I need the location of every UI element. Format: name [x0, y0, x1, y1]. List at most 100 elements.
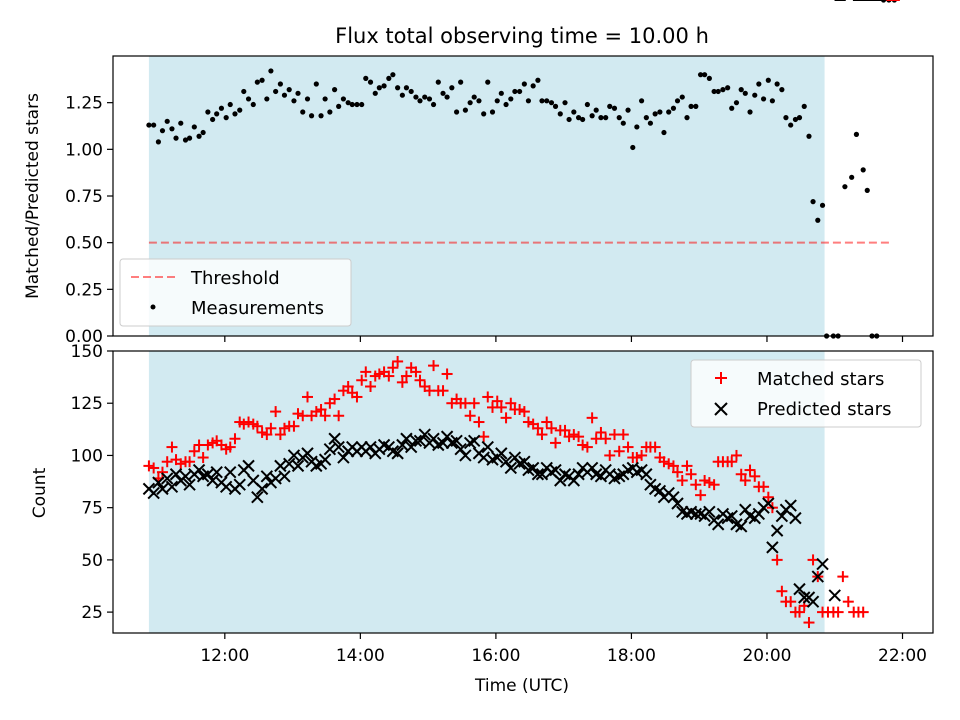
measurement-point [697, 72, 704, 78]
matched-stars-points [143, 0, 900, 629]
bottom-plot-frame [112, 350, 934, 634]
matched-star-point [197, 452, 209, 464]
measurement-point [372, 90, 378, 96]
matched-star-point [342, 381, 354, 393]
measurement-point [752, 92, 758, 98]
measurement-points [146, 0, 897, 339]
predicted-star-point [811, 570, 825, 583]
measurement-point [264, 96, 270, 102]
top-ytick-label: 1.25 [65, 94, 103, 114]
top-legend: Threshold Measurements [119, 258, 352, 327]
predicted-star-point [413, 434, 427, 448]
xtick-label: 14:00 [336, 646, 385, 666]
matched-star-point [482, 391, 494, 403]
measurement-point [584, 101, 590, 108]
bottom-ytick-label: 25 [81, 603, 103, 623]
measurement-point [422, 94, 428, 100]
matched-star-point [441, 368, 453, 380]
predicted-star-point [735, 520, 748, 533]
measurement-point [381, 83, 387, 89]
matched-star-point [301, 391, 313, 403]
legend-matched-swatch [715, 372, 727, 384]
predicted-star-point [192, 463, 206, 477]
measurement-point [706, 75, 712, 81]
matched-star-point [383, 370, 395, 382]
measurement-point [657, 109, 663, 115]
matched-star-point [505, 397, 517, 409]
matched-star-point [229, 433, 241, 445]
top-ytick-label: 0.50 [65, 234, 103, 254]
measurement-point [169, 126, 175, 132]
predicted-star-point [440, 430, 454, 443]
measurement-point [864, 187, 870, 193]
predicted-star-point [667, 491, 680, 504]
matched-star-point [559, 424, 571, 436]
matched-star-point [514, 403, 526, 415]
predicted-star-point [161, 472, 174, 485]
predicted-star-point [318, 453, 332, 466]
predicted-star-point [784, 499, 797, 512]
xtick-label: 18:00 [607, 646, 656, 666]
measurement-point [268, 68, 274, 74]
measurement-point [498, 90, 504, 96]
predicted-star-point [504, 461, 518, 475]
matched-star-point [842, 596, 854, 608]
predicted-star-point [762, 497, 775, 510]
xtick-label: 20:00 [742, 646, 791, 666]
matched-star-point [256, 426, 268, 438]
measurement-point [232, 111, 238, 117]
matched-star-point [613, 445, 625, 457]
measurement-point [485, 79, 491, 85]
matched-star-point [545, 422, 557, 434]
measurement-point [598, 115, 604, 121]
predicted-star-point [531, 468, 545, 481]
matched-star-point [148, 462, 160, 474]
measurement-point [688, 103, 694, 109]
predicted-star-point [337, 451, 350, 464]
measurement-point [666, 109, 672, 115]
measurement-point [336, 103, 342, 109]
matched-star-point [166, 441, 178, 453]
measurement-point [684, 115, 690, 121]
predicted-star-point [332, 440, 345, 454]
matched-star-point [744, 464, 756, 476]
bottom-ytick-label: 100 [71, 446, 103, 466]
measurement-point [304, 96, 311, 102]
measurement-point [449, 85, 455, 91]
matched-star-point [373, 368, 385, 380]
matched-star-point [735, 468, 747, 480]
measurement-point [273, 88, 279, 95]
top-xticks [224, 336, 904, 342]
matched-star-point [676, 475, 688, 487]
top-ytick-label: 0.00 [65, 327, 103, 347]
measurement-point [535, 77, 541, 83]
predicted-star-point [169, 468, 183, 481]
predicted-star-point [567, 474, 581, 487]
measurement-point [308, 113, 315, 119]
matched-star-point [288, 420, 300, 432]
matched-star-point [658, 456, 670, 468]
legend-predicted-label: Predicted stars [757, 399, 891, 420]
matched-star-point [468, 397, 480, 409]
matched-star-point [785, 596, 797, 608]
predicted-star-point [725, 509, 738, 523]
measurement-point [413, 94, 419, 100]
matched-star-point [672, 466, 684, 478]
bottom-y-axis-label: Count [30, 467, 50, 518]
measurement-point [155, 139, 162, 145]
matched-star-point [464, 410, 476, 422]
measurement-point [359, 101, 365, 108]
matched-star-point [857, 606, 869, 618]
measurement-point [508, 96, 514, 102]
measurement-point [277, 81, 283, 87]
top-legend-box [119, 258, 352, 327]
predicted-star-point [554, 474, 567, 487]
measurement-point [788, 122, 794, 128]
measurement-point [467, 100, 473, 106]
measurement-point [254, 79, 260, 85]
measurement-point [430, 101, 437, 108]
measurement-point [760, 96, 767, 102]
x-axis-label: Time (UTC) [474, 676, 569, 696]
predicted-star-point [828, 589, 841, 602]
predicted-star-point [165, 480, 179, 493]
